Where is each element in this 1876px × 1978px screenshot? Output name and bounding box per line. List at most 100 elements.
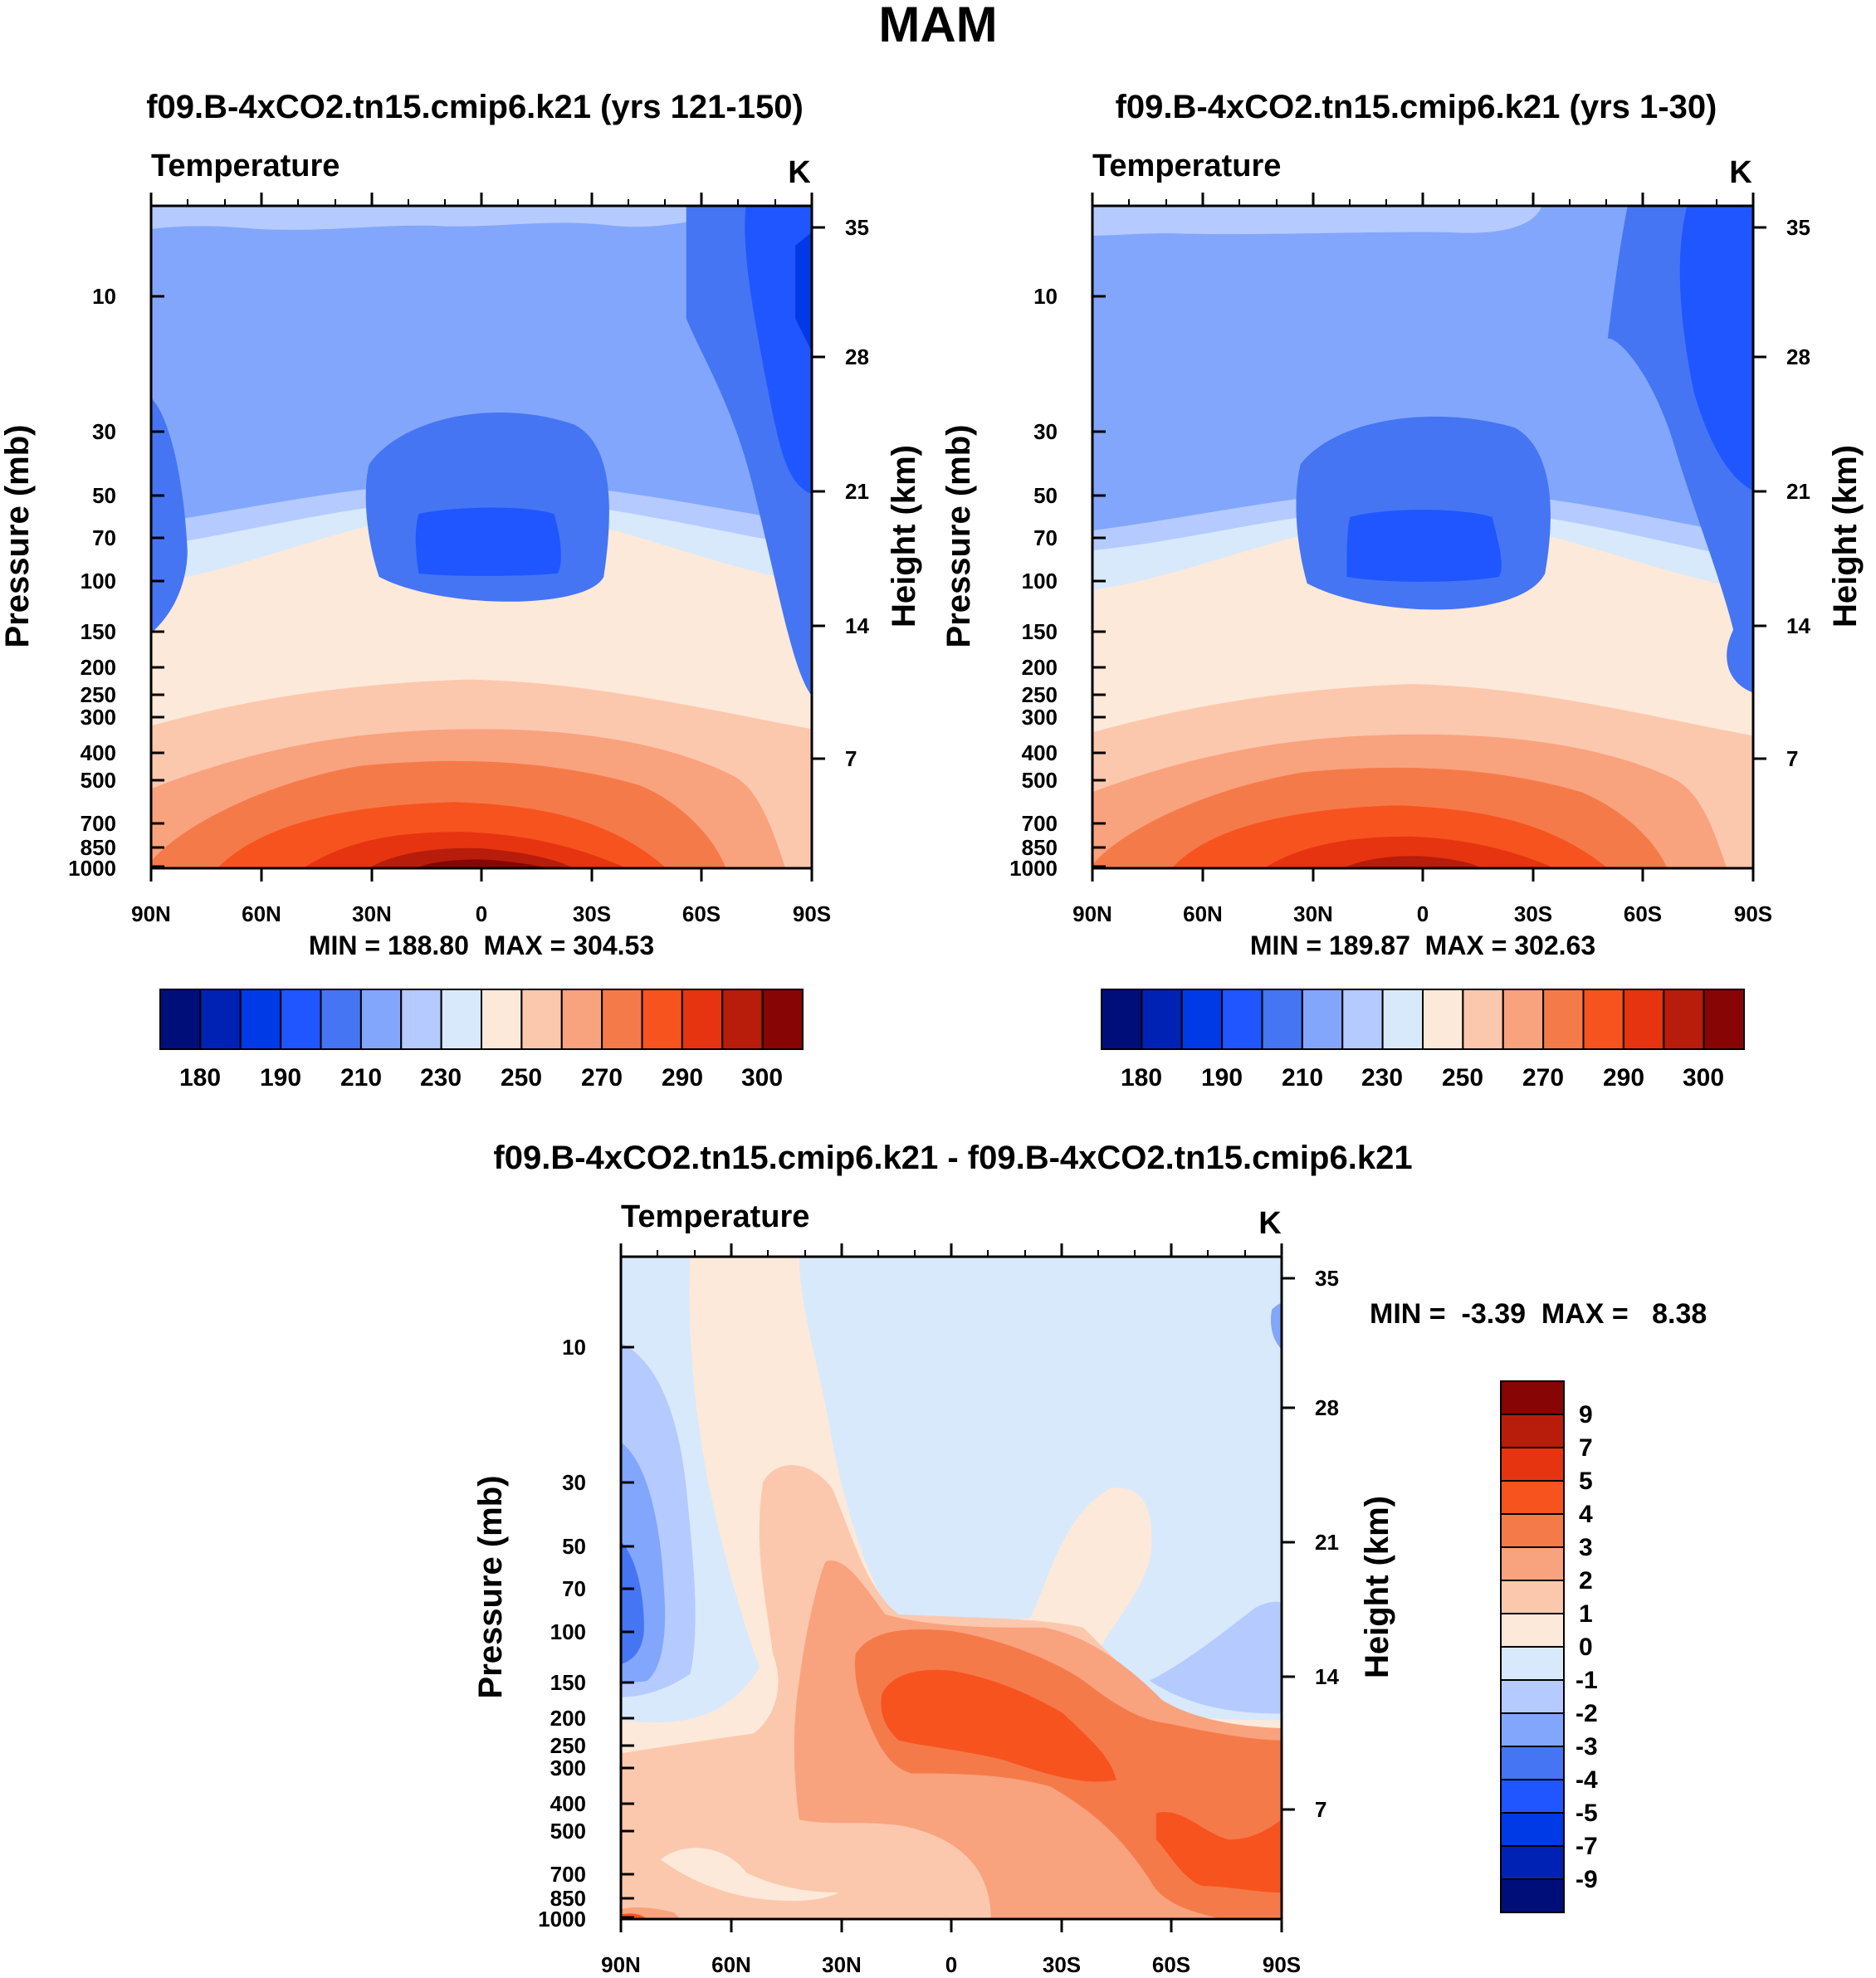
right-tick-label: 28 [845, 344, 869, 369]
colorbar-label: 230 [420, 1064, 462, 1092]
x-tick-label: 0 [476, 901, 487, 926]
y-tick-label: 30 [92, 419, 116, 444]
colorbar-swatch [1703, 989, 1745, 1050]
y-tick-label: 50 [1033, 483, 1058, 508]
y-tick-label: 10 [1033, 284, 1058, 309]
colorbar-label: 210 [340, 1064, 382, 1092]
panel-1: f09.B-4xCO2.tn15.cmip6.k21 (yrs 121-150)… [0, 89, 922, 1092]
colorbar-label: 250 [1442, 1064, 1483, 1092]
panel-3-contours [621, 1257, 1282, 1919]
y-tick-label: 70 [92, 525, 116, 550]
panel-2-contours [1092, 206, 1753, 868]
contour-fill-210-left [151, 398, 188, 633]
colorbar-label: 270 [581, 1064, 623, 1092]
panel-2-stats: MIN = 189.87 MAX = 302.63 [1250, 930, 1595, 960]
panel-1-y-tick-labels: 10 30 50 70 100 150 200 250 300 400 500 … [68, 284, 116, 881]
panel-2-minor-ticks [1128, 199, 1717, 206]
y-tick-label: 250 [550, 1733, 586, 1758]
panel-1-stats: MIN = 188.80 MAX = 304.53 [309, 930, 654, 960]
y-tick-label: 400 [1022, 740, 1058, 765]
colorbar-swatch [1500, 1845, 1565, 1880]
colorbar-swatch [1500, 1646, 1565, 1681]
colorbar-label: 180 [179, 1064, 221, 1092]
contour-fill-minus4-left [621, 1541, 644, 1664]
colorbar-swatch [1422, 989, 1464, 1050]
panel-2: f09.B-4xCO2.tn15.cmip6.k21 (yrs 1-30) Te… [940, 89, 1864, 1092]
contour-fill-300 [1263, 836, 1556, 868]
right-tick-label: 35 [1315, 1266, 1339, 1291]
panel-3-colorbar-labels: 9 7 5 4 3 2 1 0 -1 -2 -3 -4 -5 -7 -9 [1576, 1401, 1598, 1893]
colorbar-swatch [1500, 1414, 1565, 1448]
colorbar-swatch [1381, 989, 1424, 1050]
right-tick-label: 21 [1786, 479, 1810, 504]
x-tick-label: 0 [1417, 901, 1429, 926]
x-tick-label: 90S [1263, 1952, 1301, 1977]
figure-title: MAM [878, 0, 997, 52]
panel-3-y-ticks-left [621, 1346, 634, 1919]
panel-2-x-tick-labels: 90N 60N 30N 0 30S 60S 90S [1072, 901, 1772, 926]
y-tick-label: 1000 [68, 856, 116, 881]
colorbar-label: 9 [1579, 1401, 1593, 1429]
x-tick-label: 60S [1152, 1952, 1190, 1977]
contour-fill-302 [369, 847, 574, 868]
colorbar-swatch [1500, 1712, 1565, 1747]
contour-fill-minus2-tr [1271, 1302, 1282, 1350]
colorbar-swatch [1221, 989, 1263, 1050]
y-tick-label: 50 [92, 483, 116, 508]
contour-fill-302 [1343, 856, 1483, 868]
y-tick-label: 100 [81, 569, 116, 593]
x-tick-label: 30S [1514, 901, 1552, 926]
y-tick-label: 700 [1022, 811, 1058, 836]
panel-2-y-ticks-left [1092, 295, 1106, 868]
panel-1-variable: Temperature [151, 149, 340, 183]
colorbar-label: 300 [1683, 1064, 1724, 1092]
y-tick-label: 500 [81, 768, 116, 793]
panel-3-y-tick-labels: 10 30 50 70 100 150 200 250 300 400 500 … [538, 1335, 586, 1932]
panel-1-ylabel: Pressure (mb) [0, 425, 36, 648]
panel-2-colorbar [1101, 989, 1745, 1050]
y-tick-label: 30 [1033, 419, 1058, 444]
panel-3-ylabel: Pressure (mb) [472, 1476, 509, 1699]
contour-fill-0-lower [660, 1848, 839, 1902]
panel-1-title: f09.B-4xCO2.tn15.cmip6.k21 (yrs 121-150) [146, 89, 804, 125]
colorbar-swatch [761, 989, 804, 1050]
right-tick-label: 7 [1786, 746, 1798, 771]
y-tick-label: 100 [1022, 569, 1058, 593]
right-tick-label: 7 [1315, 1797, 1326, 1822]
colorbar-swatch [641, 989, 683, 1050]
panel-3-ylabel-right: Height (km) [1359, 1496, 1395, 1678]
colorbar-label: -3 [1576, 1733, 1598, 1761]
colorbar-swatch [1622, 989, 1665, 1050]
x-tick-label: 0 [945, 1952, 957, 1977]
right-tick-label: 14 [1786, 613, 1810, 638]
panel-3-title: f09.B-4xCO2.tn15.cmip6.k21 - f09.B-4xCO2… [493, 1140, 1412, 1176]
colorbar-swatch [1261, 989, 1303, 1050]
colorbar-swatch [1542, 989, 1585, 1050]
panel-1-units: K [788, 155, 811, 190]
right-tick-label: 14 [845, 613, 869, 638]
colorbar-swatch [1301, 989, 1344, 1050]
x-tick-label: 90N [601, 1952, 641, 1977]
right-tick-label: 28 [1315, 1395, 1339, 1420]
colorbar-label: -4 [1576, 1766, 1598, 1794]
colorbar-swatch [1500, 1480, 1565, 1515]
y-tick-label: 150 [81, 619, 116, 644]
contour-fill-minus2-right [1149, 1601, 1282, 1714]
contour-fill-230-top [151, 206, 812, 230]
y-tick-label: 10 [92, 284, 116, 309]
panel-2-units: K [1729, 155, 1752, 190]
panel-2-ylabel: Pressure (mb) [940, 425, 977, 648]
colorbar-label: -9 [1576, 1866, 1598, 1893]
x-tick-label: 30N [352, 901, 392, 926]
colorbar-label: 2 [1579, 1567, 1593, 1595]
panel-3-x-ticks [619, 1243, 1283, 1932]
colorbar-swatch [721, 989, 764, 1050]
colorbar-label: 3 [1579, 1534, 1593, 1561]
panel-1-ylabel-right: Height (km) [886, 445, 922, 628]
contour-fill-304 [415, 859, 548, 868]
y-tick-label: 300 [81, 705, 116, 730]
y-tick-label: 500 [1022, 768, 1058, 793]
y-tick-label: 200 [1022, 655, 1058, 680]
colorbar-label: 210 [1282, 1064, 1323, 1092]
